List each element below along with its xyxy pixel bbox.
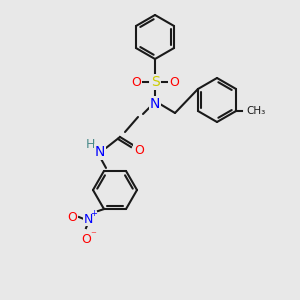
Text: O: O bbox=[134, 145, 144, 158]
Text: ⁻: ⁻ bbox=[90, 230, 96, 240]
Text: O: O bbox=[131, 76, 141, 88]
Text: O: O bbox=[81, 232, 91, 246]
Text: N: N bbox=[83, 213, 93, 226]
Text: S: S bbox=[151, 75, 159, 89]
Text: H: H bbox=[85, 137, 95, 151]
Text: O: O bbox=[67, 211, 77, 224]
Text: O: O bbox=[169, 76, 179, 88]
Text: N: N bbox=[150, 97, 160, 111]
Text: N: N bbox=[95, 145, 105, 159]
Text: CH₃: CH₃ bbox=[246, 106, 265, 116]
Text: +: + bbox=[91, 208, 98, 217]
